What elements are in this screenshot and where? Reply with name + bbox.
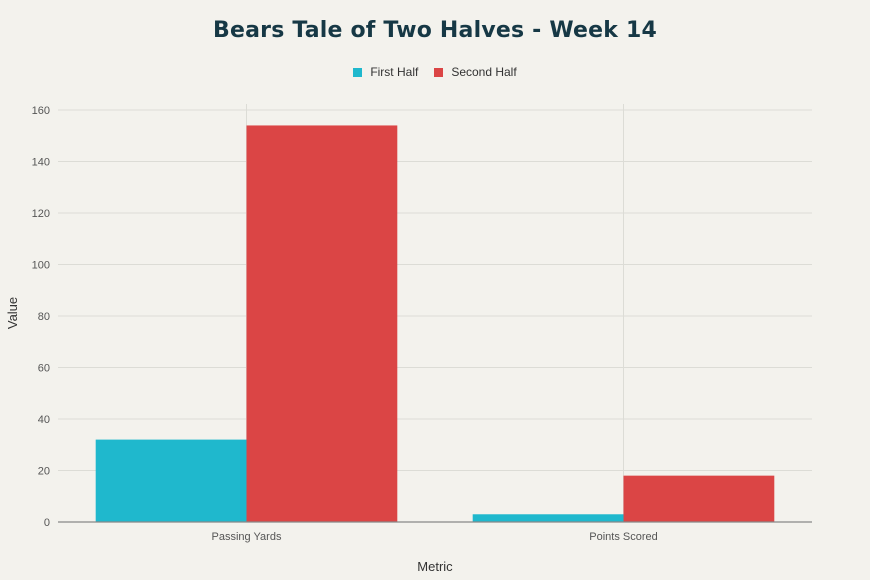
legend-label-second-half: Second Half bbox=[451, 65, 517, 79]
legend-swatch-second-half bbox=[434, 67, 444, 77]
bar-first-half-passing-yards[interactable] bbox=[95, 439, 247, 522]
y-tick-label: 0 bbox=[44, 517, 50, 529]
legend-item-first-half[interactable]: First Half bbox=[353, 65, 418, 79]
y-tick-label: 120 bbox=[32, 208, 50, 220]
bars bbox=[95, 125, 775, 522]
y-tick-label: 20 bbox=[38, 466, 50, 478]
x-tick-label: Points Scored bbox=[589, 531, 657, 543]
axes: 0 20 40 60 80 100 120 140 160 Passing Yards Points… bbox=[32, 105, 812, 543]
bar-second-half-points-scored[interactable] bbox=[623, 475, 775, 522]
x-axis-label: Metric bbox=[417, 559, 453, 574]
legend-item-second-half[interactable]: Second Half bbox=[434, 65, 517, 79]
y-tick-label: 80 bbox=[38, 311, 50, 323]
grid-lines bbox=[58, 104, 812, 522]
x-tick-label: Passing Yards bbox=[212, 531, 282, 543]
chart-legend: First Half Second Half bbox=[0, 65, 870, 79]
y-tick-label: 140 bbox=[32, 157, 50, 169]
chart-title: Bears Tale of Two Halves - Week 14 bbox=[213, 18, 657, 43]
bar-second-half-passing-yards[interactable] bbox=[246, 125, 398, 522]
y-tick-label: 40 bbox=[38, 414, 50, 426]
y-tick-label: 60 bbox=[38, 363, 50, 375]
legend-swatch-first-half bbox=[353, 67, 363, 77]
legend-label-first-half: First Half bbox=[370, 65, 419, 79]
bar-first-half-points-scored[interactable] bbox=[472, 514, 624, 522]
y-tick-label: 160 bbox=[32, 105, 50, 117]
y-axis-label: Value bbox=[5, 297, 20, 329]
y-tick-label: 100 bbox=[32, 260, 50, 272]
